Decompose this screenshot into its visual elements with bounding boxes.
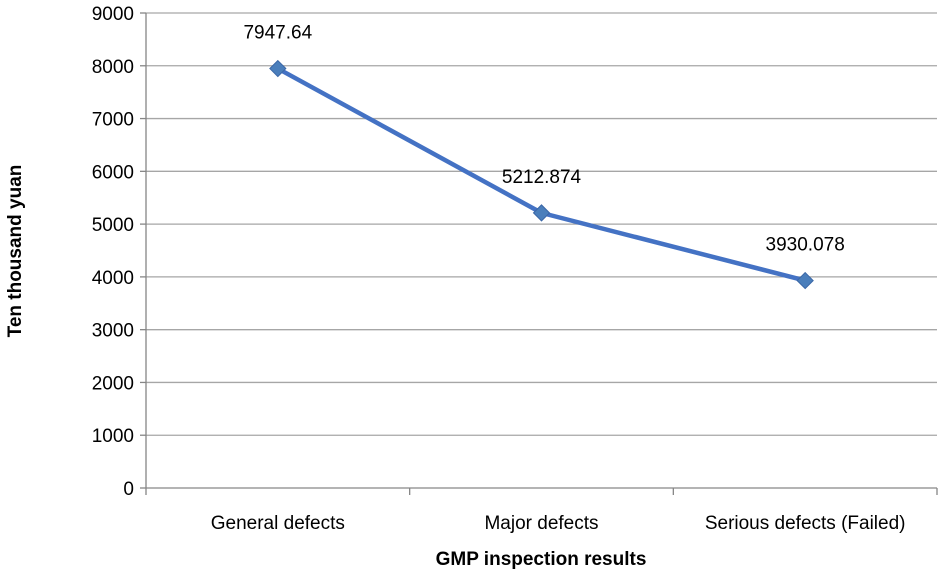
x-tick-label: Major defects [484,513,598,534]
y-tick-label: 2000 [92,373,134,394]
y-tick-label: 7000 [92,110,134,131]
data-label: 3930.078 [766,235,845,256]
data-labels: 7947.64 5212.874 3930.078 [243,23,844,256]
x-tick-label: General defects [211,513,345,534]
x-tick-label: Serious defects (Failed) [705,513,906,534]
y-tick-label: 6000 [92,162,134,183]
x-axis-title: GMP inspection results [436,549,647,570]
y-tick-label: 5000 [92,215,134,236]
y-axis-title: Ten thousand yuan [5,165,26,338]
data-point-marker [796,271,814,290]
data-point-marker [532,204,551,222]
y-tick-label: 8000 [92,57,134,78]
y-tick-label: 3000 [92,321,134,342]
data-label: 7947.64 [243,23,312,44]
series [269,59,814,290]
y-tick-label: 4000 [92,268,134,289]
y-tick-label: 1000 [92,426,134,447]
y-tick-label: 9000 [92,4,134,25]
axes [140,12,938,495]
data-point-marker [269,59,287,78]
data-label: 5212.874 [502,167,582,188]
y-tick-labels: 0 1000 2000 3000 4000 5000 6000 7000 8000 9000 [92,4,134,500]
gridlines [146,12,937,436]
y-tick-label: 0 [123,479,134,500]
x-tick-labels: General defects Major defects Serious defe… [211,513,906,534]
